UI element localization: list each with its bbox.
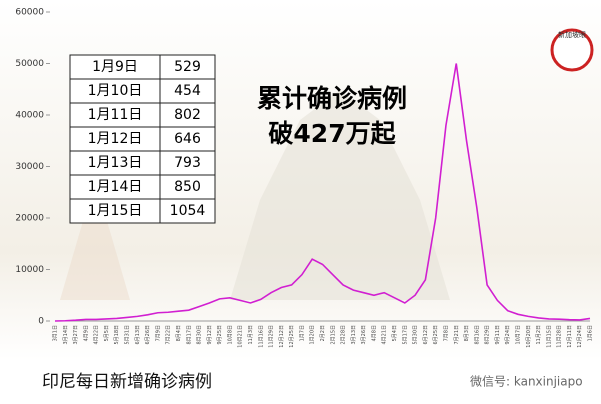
x-tick-label: 11月16日 [258,325,264,348]
table-cell: 1054 [170,203,206,219]
x-tick-label: 11月3日 [248,325,254,345]
table-cell: 1月13日 [88,155,143,171]
x-tick-label: 12月24日 [577,325,583,348]
temple-illustration [230,90,450,300]
x-tick-label: 4月8日 [371,325,377,341]
x-tick-label: 7月21日 [454,325,460,345]
x-tick-label: 12月12日 [279,325,285,348]
pagoda-illustration [60,180,130,300]
y-tick-label: 30000 [15,162,44,172]
x-tick-label: 9月12日 [207,325,213,345]
x-tick-label: 6月26日 [145,325,151,345]
logo [550,28,594,72]
table-cell: 1月12日 [88,131,143,147]
table-cell: 454 [174,83,201,99]
y-tick-label: 40000 [15,111,44,121]
line [54,63,591,322]
x-tick-label: 4月9日 [83,325,89,341]
caption-band [0,360,601,404]
x-tick-label: 3月13日 [351,325,357,345]
x-tick-label: 11月15日 [546,325,552,348]
x-tick-label: 2月28日 [341,325,347,345]
x-tick-label: 1月6日 [588,325,594,341]
x-tick-label: 8月16日 [474,325,480,345]
y-tick-label: 60000 [15,8,44,18]
x-tick-label: 3月26日 [361,325,367,345]
y-tick-label: 20000 [15,214,44,224]
x-tick-label: 6月25日 [433,325,439,345]
x-tick-label: 9月24日 [505,325,511,345]
x-tick-label: 5月30日 [413,325,419,345]
x-tick-label: 10月7日 [515,325,521,345]
x-tick-label: 8月17日 [186,325,192,345]
y-tick-label: 50000 [15,59,44,69]
x-tick-label: 3月27日 [73,325,79,345]
y-tick-label: 0 [38,317,44,327]
x-tick-label: 1月7日 [299,325,305,341]
annotation: 破427万起 [268,119,396,148]
x-tick-label: 5月4日 [392,325,398,341]
x-tick-label: 11月29日 [269,325,275,348]
table-cell: 1月15日 [88,203,143,219]
x-tick-label: 2月2日 [320,325,326,341]
table-cell: 1月14日 [88,179,143,195]
x-tick-label: 8月29日 [485,325,491,345]
table-cell: 1月10日 [88,83,143,99]
table-cell: 1月11日 [88,107,143,123]
x-tick-label: 3月14日 [63,325,69,345]
x-tick-label: 1月20日 [310,325,316,345]
table-cell: 793 [174,155,201,171]
x-tick-label: 5月31日 [125,325,131,345]
x-tick-label: 12月11日 [567,325,573,348]
x-tick-label: 8月30日 [197,325,203,345]
x-tick-label: 2月15日 [330,325,336,345]
table-cell: 1月9日 [92,59,138,75]
x-tick-label: 8月3日 [464,325,470,341]
x-tick-label: 9月11日 [495,325,501,345]
x-tick-label: 5月17日 [402,325,408,345]
x-tick-label: 4月21日 [382,325,388,345]
table-cell: 529 [174,59,201,75]
table-cell: 850 [174,179,201,195]
x-tick-label: 8月4日 [176,325,182,341]
x-tick-label: 11月28日 [557,325,563,348]
table-cell: 802 [174,107,201,123]
x-tick-label: 10月20日 [526,325,532,348]
watermark: 微信号: kanxinjiapo [470,375,583,389]
x-tick-label: 5月5日 [104,325,110,341]
x-tick-label: 6月13日 [135,325,141,345]
x-tick-label: 7月8日 [443,325,449,341]
x-tick-label: 7月22日 [166,325,172,345]
logo-text: 新加坡眼 [558,30,586,39]
annotation: 累计确诊病例 [257,84,407,113]
table-cell: 646 [174,131,201,147]
x-tick-label: 3月1日 [53,325,59,341]
x-tick-label: 10月8日 [227,325,233,345]
x-tick-label: 10月21日 [238,325,244,348]
x-tick-label: 11月2日 [536,325,542,345]
table [69,54,216,224]
x-tick-label: 7月9日 [155,325,161,341]
y-tick-label: 10000 [15,265,44,275]
x-tick-label: 9月25日 [217,325,223,345]
caption: 印尼每日新增确诊病例 [42,372,212,392]
x-tick-label: 4月22日 [94,325,100,345]
x-tick-label: 6月12日 [423,325,429,345]
x-tick-label: 12月25日 [289,325,295,348]
x-tick-label: 5月18日 [114,325,120,345]
